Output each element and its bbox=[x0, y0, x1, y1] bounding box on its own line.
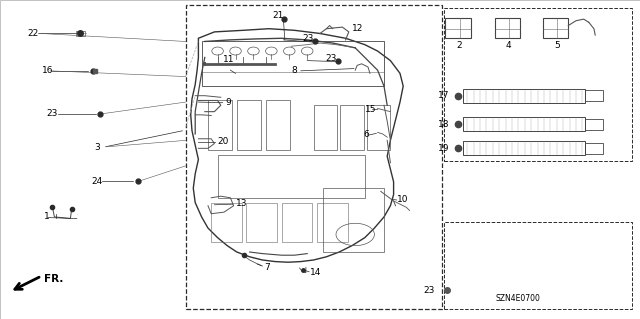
Text: 16: 16 bbox=[42, 66, 53, 75]
Text: 11: 11 bbox=[223, 56, 234, 64]
Text: 12: 12 bbox=[352, 24, 364, 33]
Bar bbox=[463, 117, 585, 131]
Text: 24: 24 bbox=[91, 177, 102, 186]
Bar bbox=[463, 89, 585, 103]
Text: 17: 17 bbox=[438, 91, 450, 100]
Bar bbox=[266, 100, 290, 150]
Text: 2: 2 bbox=[457, 41, 462, 50]
Text: 15: 15 bbox=[365, 105, 376, 114]
Text: FR.: FR. bbox=[44, 274, 63, 284]
Text: 23: 23 bbox=[424, 286, 435, 295]
Text: 20: 20 bbox=[218, 137, 229, 146]
Text: 21: 21 bbox=[272, 11, 284, 20]
Text: 13: 13 bbox=[236, 199, 247, 208]
Bar bbox=[444, 8, 632, 161]
Text: 6: 6 bbox=[364, 130, 369, 139]
Bar bbox=[317, 203, 348, 242]
Text: 23: 23 bbox=[302, 34, 314, 43]
Bar bbox=[585, 90, 603, 101]
Bar bbox=[445, 18, 471, 38]
Bar bbox=[202, 41, 384, 86]
Bar bbox=[367, 105, 390, 150]
Text: 4: 4 bbox=[506, 41, 511, 50]
Bar bbox=[314, 105, 337, 150]
Bar bbox=[237, 100, 261, 150]
Bar bbox=[211, 203, 242, 242]
Bar bbox=[340, 105, 364, 150]
Text: 22: 22 bbox=[27, 29, 38, 38]
Bar bbox=[323, 188, 384, 252]
Bar bbox=[543, 18, 568, 38]
Text: 5: 5 bbox=[554, 41, 559, 50]
Text: 19: 19 bbox=[438, 144, 450, 153]
Text: 7: 7 bbox=[264, 263, 270, 271]
Text: 10: 10 bbox=[397, 195, 408, 204]
Bar bbox=[208, 100, 232, 150]
Text: 1: 1 bbox=[44, 212, 49, 221]
Bar bbox=[463, 141, 585, 155]
Bar bbox=[585, 119, 603, 130]
Text: 8: 8 bbox=[291, 66, 297, 75]
Bar bbox=[585, 143, 603, 154]
Text: 14: 14 bbox=[310, 268, 322, 277]
Text: 9: 9 bbox=[225, 98, 231, 107]
Bar bbox=[246, 203, 277, 242]
Bar bbox=[282, 203, 312, 242]
Bar bbox=[186, 5, 442, 309]
Bar bbox=[76, 31, 85, 36]
Text: 3: 3 bbox=[95, 143, 100, 152]
Text: 18: 18 bbox=[438, 120, 450, 129]
Text: 23: 23 bbox=[46, 109, 58, 118]
Bar bbox=[218, 155, 365, 198]
Bar bbox=[495, 18, 520, 38]
Text: 23: 23 bbox=[325, 54, 337, 63]
Bar bbox=[444, 222, 632, 309]
Text: SZN4E0700: SZN4E0700 bbox=[496, 294, 541, 303]
